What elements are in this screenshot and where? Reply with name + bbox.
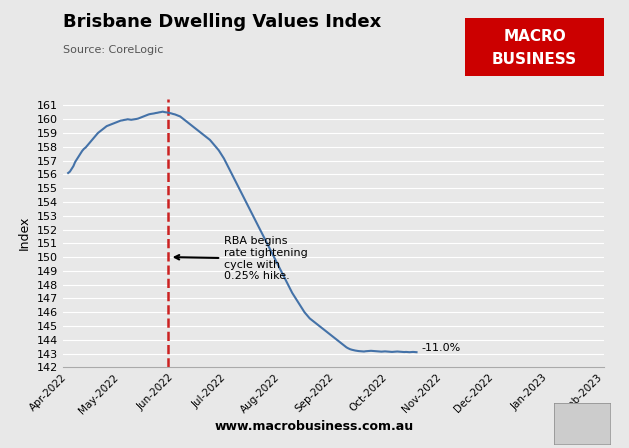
Text: -11.0%: -11.0%: [422, 343, 461, 353]
Text: Source: CoreLogic: Source: CoreLogic: [63, 45, 164, 55]
Text: RBA begins
rate tightening
cycle with
0.25% hike.: RBA begins rate tightening cycle with 0.…: [175, 237, 308, 281]
Text: www.macrobusiness.com.au: www.macrobusiness.com.au: [215, 420, 414, 433]
Text: BUSINESS: BUSINESS: [492, 52, 577, 67]
Text: MACRO: MACRO: [503, 29, 566, 44]
Text: Brisbane Dwelling Values Index: Brisbane Dwelling Values Index: [63, 13, 381, 31]
Y-axis label: Index: Index: [18, 216, 31, 250]
